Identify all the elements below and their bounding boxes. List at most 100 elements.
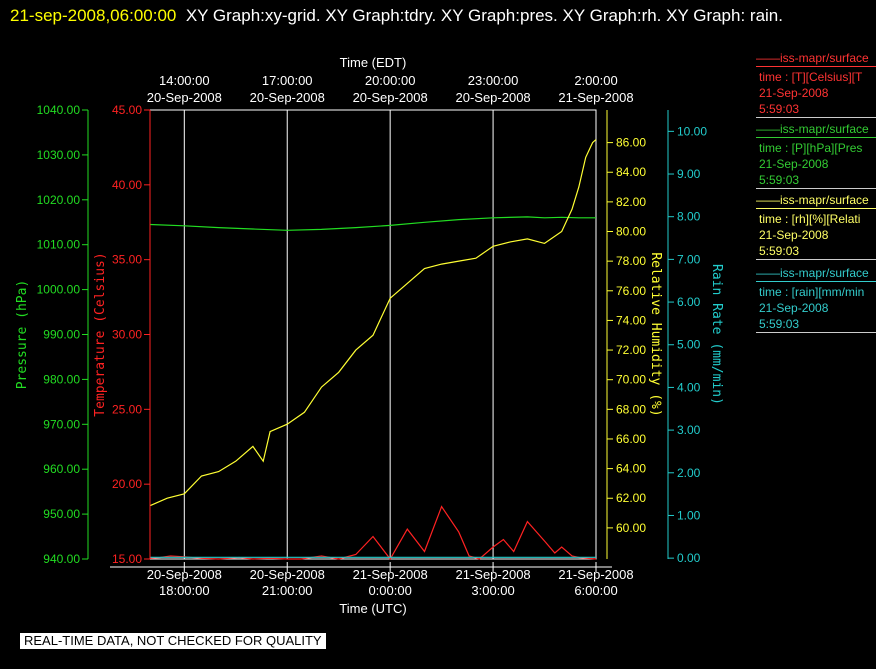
temperature-tick-label: 20.00 [112, 477, 142, 491]
series-line-temperature [149, 505, 597, 561]
series-line-humidity [149, 139, 597, 507]
bottom-tick-time: 18:00:00 [159, 583, 210, 598]
rain-tick-label: 10.00 [677, 124, 707, 138]
humidity-tick-label: 86.00 [616, 136, 646, 150]
legend-details: time : [rain][mm/min 21-Sep-2008 5:59:03 [756, 282, 876, 333]
humidity-tick-label: 68.00 [616, 402, 646, 416]
bottom-tick-date: 20-Sep-2008 [147, 567, 222, 582]
humidity-tick-label: 82.00 [616, 195, 646, 209]
pressure-tick-label: 990.00 [43, 328, 80, 342]
humidity-tick-label: 84.00 [616, 165, 646, 179]
pressure-tick-label: 1010.00 [37, 238, 81, 252]
pressure-tick-label: 980.00 [43, 372, 80, 386]
humidity-tick-label: 70.00 [616, 373, 646, 387]
legend-line-2: time : [rh][%][Relati [759, 212, 861, 226]
rain-tick-label: 0.00 [677, 551, 701, 565]
bottom-tick-time: 3:00:00 [471, 583, 514, 598]
rain-tick-label: 3.00 [677, 423, 701, 437]
axes-layer: 940.00 950.00 960.00 970.00 980.00 990.00 1000… [15, 55, 724, 616]
humidity-tick-label: 72.00 [616, 343, 646, 357]
humidity-tick-label: 66.00 [616, 432, 646, 446]
temperature-axis-label: Temperature (Celsius) [93, 252, 108, 416]
bottom-tick-time: 21:00:00 [262, 583, 313, 598]
legend-line-4: 5:59:03 [759, 244, 800, 258]
legend-line-1: ——iss-mapr/surface [756, 192, 876, 209]
legend-line-2: time : [rain][mm/min [759, 285, 865, 299]
quality-disclaimer: REAL-TIME DATA, NOT CHECKED FOR QUALITY [20, 633, 326, 649]
rain-tick-label: 1.00 [677, 508, 701, 522]
bottom-tick-date: 21-Sep-2008 [455, 567, 530, 582]
humidity-tick-label: 62.00 [616, 491, 646, 505]
legend-line-4: 5:59:03 [759, 102, 800, 116]
pressure-tick-label: 940.00 [43, 552, 80, 566]
legend-line-1: ——iss-mapr/surface [756, 265, 876, 282]
top-axis-label: Time (EDT) [340, 55, 407, 70]
pressure-tick-label: 950.00 [43, 507, 80, 521]
legend-line-4: 5:59:03 [759, 317, 800, 331]
rain-tick-label: 5.00 [677, 338, 701, 352]
top-tick-date: 20-Sep-2008 [250, 90, 325, 105]
legend-line-3: 21-Sep-2008 [759, 157, 829, 171]
rain-tick-label: 4.00 [677, 380, 701, 394]
series-line-pressure [149, 216, 596, 231]
top-tick-time: 23:00:00 [468, 73, 519, 88]
legend-line-3: 21-Sep-2008 [759, 301, 829, 315]
pressure-tick-label: 1020.00 [37, 193, 81, 207]
pressure-tick-label: 1030.00 [37, 148, 81, 162]
bottom-axis-label: Time (UTC) [339, 601, 406, 616]
temperature-tick-label: 25.00 [112, 402, 142, 416]
humidity-tick-label: 80.00 [616, 225, 646, 239]
header-titles: XY Graph:xy-grid. XY Graph:tdry. XY Grap… [185, 6, 783, 25]
temperature-tick-label: 15.00 [112, 552, 142, 566]
bottom-tick-time: 0:00:00 [368, 583, 411, 598]
temperature-tick-label: 40.00 [112, 178, 142, 192]
humidity-tick-label: 76.00 [616, 284, 646, 298]
temperature-tick-label: 30.00 [112, 328, 142, 342]
rain-axis-label: Rain Rate (mm/min) [709, 264, 724, 405]
top-tick-time: 17:00:00 [262, 73, 313, 88]
top-tick-time: 14:00:00 [159, 73, 210, 88]
legend-line-3: 21-Sep-2008 [759, 228, 829, 242]
legend-temperature: ——iss-mapr/surface time : [T][Celsius][T… [756, 50, 876, 118]
bottom-tick-date: 20-Sep-2008 [250, 567, 325, 582]
top-tick-time: 2:00:00 [574, 73, 617, 88]
rain-tick-label: 2.00 [677, 466, 701, 480]
legend-line-1: ——iss-mapr/surface [756, 121, 876, 138]
legend-humidity: ——iss-mapr/surface time : [rh][%][Relati… [756, 192, 876, 260]
top-tick-date: 21-Sep-2008 [558, 90, 633, 105]
legend-line-1: ——iss-mapr/surface [756, 50, 876, 67]
temperature-tick-label: 35.00 [112, 253, 142, 267]
rain-tick-label: 9.00 [677, 167, 701, 181]
humidity-axis-label: Relative Humidity (%) [648, 252, 663, 416]
legend-line-2: time : [T][Celsius][T [759, 70, 863, 84]
humidity-tick-label: 60.00 [616, 521, 646, 535]
top-tick-date: 20-Sep-2008 [147, 90, 222, 105]
legend-line-2: time : [P][hPa][Pres [759, 141, 863, 155]
series-layer [149, 139, 597, 561]
pressure-axis-label: Pressure (hPa) [15, 280, 30, 390]
top-tick-date: 20-Sep-2008 [353, 90, 428, 105]
rain-tick-label: 8.00 [677, 210, 701, 224]
header-date: 21-sep-2008,06:00:00 [10, 6, 177, 25]
humidity-tick-label: 64.00 [616, 462, 646, 476]
humidity-tick-label: 74.00 [616, 313, 646, 327]
bottom-tick-date: 21-Sep-2008 [558, 567, 633, 582]
temperature-tick-label: 45.00 [112, 103, 142, 117]
pressure-tick-label: 1000.00 [37, 283, 81, 297]
bottom-tick-date: 21-Sep-2008 [353, 567, 428, 582]
legend-line-4: 5:59:03 [759, 173, 800, 187]
pressure-tick-label: 970.00 [43, 417, 80, 431]
legend-details: time : [P][hPa][Pres 21-Sep-2008 5:59:03 [756, 138, 876, 189]
legend-details: time : [rh][%][Relati 21-Sep-2008 5:59:0… [756, 209, 876, 260]
pressure-tick-label: 1040.00 [37, 103, 81, 117]
top-tick-date: 20-Sep-2008 [455, 90, 530, 105]
rain-tick-label: 6.00 [677, 295, 701, 309]
legend-pressure: ——iss-mapr/surface time : [P][hPa][Pres … [756, 121, 876, 189]
top-tick-time: 20:00:00 [365, 73, 416, 88]
page-header: 21-sep-2008,06:00:00 XY Graph:xy-grid. X… [10, 2, 860, 30]
humidity-tick-label: 78.00 [616, 254, 646, 268]
legend-rain: ——iss-mapr/surface time : [rain][mm/min … [756, 265, 876, 333]
legend-line-3: 21-Sep-2008 [759, 86, 829, 100]
rain-tick-label: 7.00 [677, 252, 701, 266]
